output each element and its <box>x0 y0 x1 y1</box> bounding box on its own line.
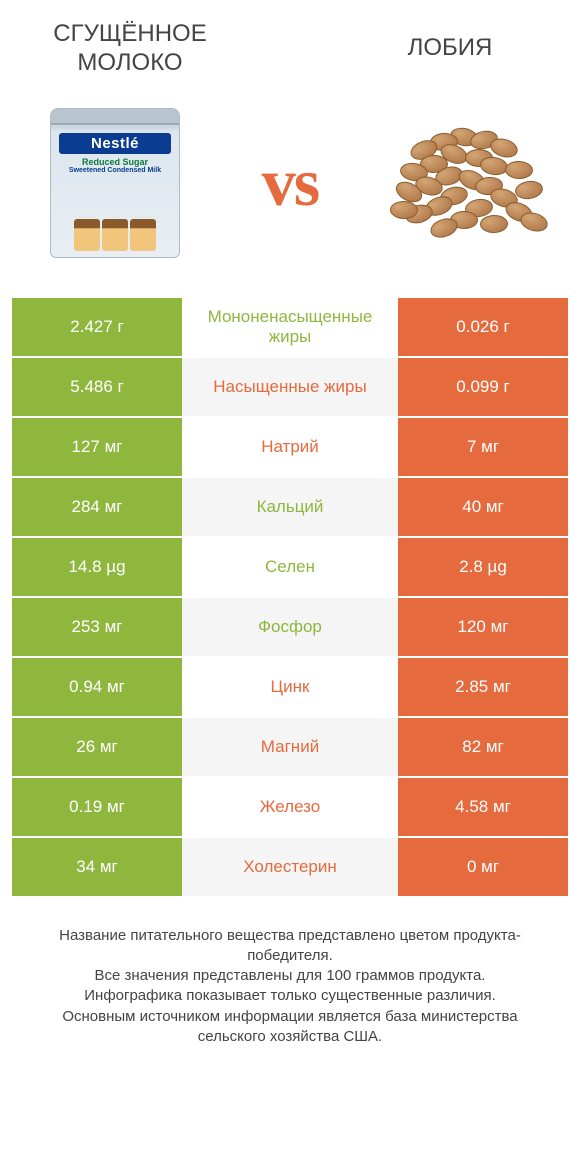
nutrient-label: Фосфор <box>182 598 398 656</box>
left-value: 26 мг <box>12 718 182 776</box>
right-value: 120 мг <box>398 598 568 656</box>
table-row: 2.427 гМононенасыщенные жиры0.026 г <box>12 298 568 356</box>
nutrient-label: Насыщенные жиры <box>182 358 398 416</box>
vs-label: vs <box>262 143 318 222</box>
right-value: 7 мг <box>398 418 568 476</box>
left-value: 0.94 мг <box>12 658 182 716</box>
can-line1: Reduced Sugar <box>59 158 171 168</box>
nutrient-label: Холестерин <box>182 838 398 896</box>
left-title: СГУЩЁННОЕ МОЛОКО <box>30 20 230 78</box>
table-row: 0.19 мгЖелезо4.58 мг <box>12 778 568 836</box>
table-row: 34 мгХолестерин0 мг <box>12 838 568 896</box>
table-row: 0.94 мгЦинк2.85 мг <box>12 658 568 716</box>
right-value: 40 мг <box>398 478 568 536</box>
nutrient-label: Железо <box>182 778 398 836</box>
left-value: 2.427 г <box>12 298 182 356</box>
footer-line: Инфографика показывает только существенн… <box>30 986 550 1006</box>
left-value: 5.486 г <box>12 358 182 416</box>
right-value: 2.8 µg <box>398 538 568 596</box>
right-value: 4.58 мг <box>398 778 568 836</box>
left-product-image: Nestlé Reduced Sugar Sweetened Condensed… <box>30 98 200 268</box>
nutrient-label: Цинк <box>182 658 398 716</box>
images-row: Nestlé Reduced Sugar Sweetened Condensed… <box>0 88 580 298</box>
can-line2: Sweetened Condensed Milk <box>59 167 171 174</box>
header: СГУЩЁННОЕ МОЛОКО ЛОБИЯ <box>0 0 580 88</box>
right-value: 82 мг <box>398 718 568 776</box>
right-title: ЛОБИЯ <box>350 34 550 63</box>
nutrient-label: Селен <box>182 538 398 596</box>
nutrient-label: Мононенасыщенные жиры <box>182 298 398 356</box>
can-icon: Nestlé Reduced Sugar Sweetened Condensed… <box>50 108 180 258</box>
table-row: 26 мгМагний82 мг <box>12 718 568 776</box>
footer-text: Название питательного вещества представл… <box>0 898 580 1048</box>
footer-line: Название питательного вещества представл… <box>30 926 550 967</box>
nutrient-label: Магний <box>182 718 398 776</box>
right-value: 0 мг <box>398 838 568 896</box>
table-row: 14.8 µgСелен2.8 µg <box>12 538 568 596</box>
right-value: 0.026 г <box>398 298 568 356</box>
footer-line: Основным источником информации является … <box>30 1007 550 1048</box>
left-value: 253 мг <box>12 598 182 656</box>
can-brand: Nestlé <box>59 133 171 154</box>
nutrient-label: Натрий <box>182 418 398 476</box>
table-row: 127 мгНатрий7 мг <box>12 418 568 476</box>
right-value: 2.85 мг <box>398 658 568 716</box>
table-row: 253 мгФосфор120 мг <box>12 598 568 656</box>
comparison-table: 2.427 гМононенасыщенные жиры0.026 г5.486… <box>0 298 580 896</box>
left-value: 0.19 мг <box>12 778 182 836</box>
left-value: 127 мг <box>12 418 182 476</box>
right-value: 0.099 г <box>398 358 568 416</box>
table-row: 5.486 гНасыщенные жиры0.099 г <box>12 358 568 416</box>
beans-icon <box>380 123 550 243</box>
left-value: 14.8 µg <box>12 538 182 596</box>
right-product-image <box>380 98 550 268</box>
footer-line: Все значения представлены для 100 граммо… <box>30 966 550 986</box>
left-value: 34 мг <box>12 838 182 896</box>
left-value: 284 мг <box>12 478 182 536</box>
table-row: 284 мгКальций40 мг <box>12 478 568 536</box>
nutrient-label: Кальций <box>182 478 398 536</box>
